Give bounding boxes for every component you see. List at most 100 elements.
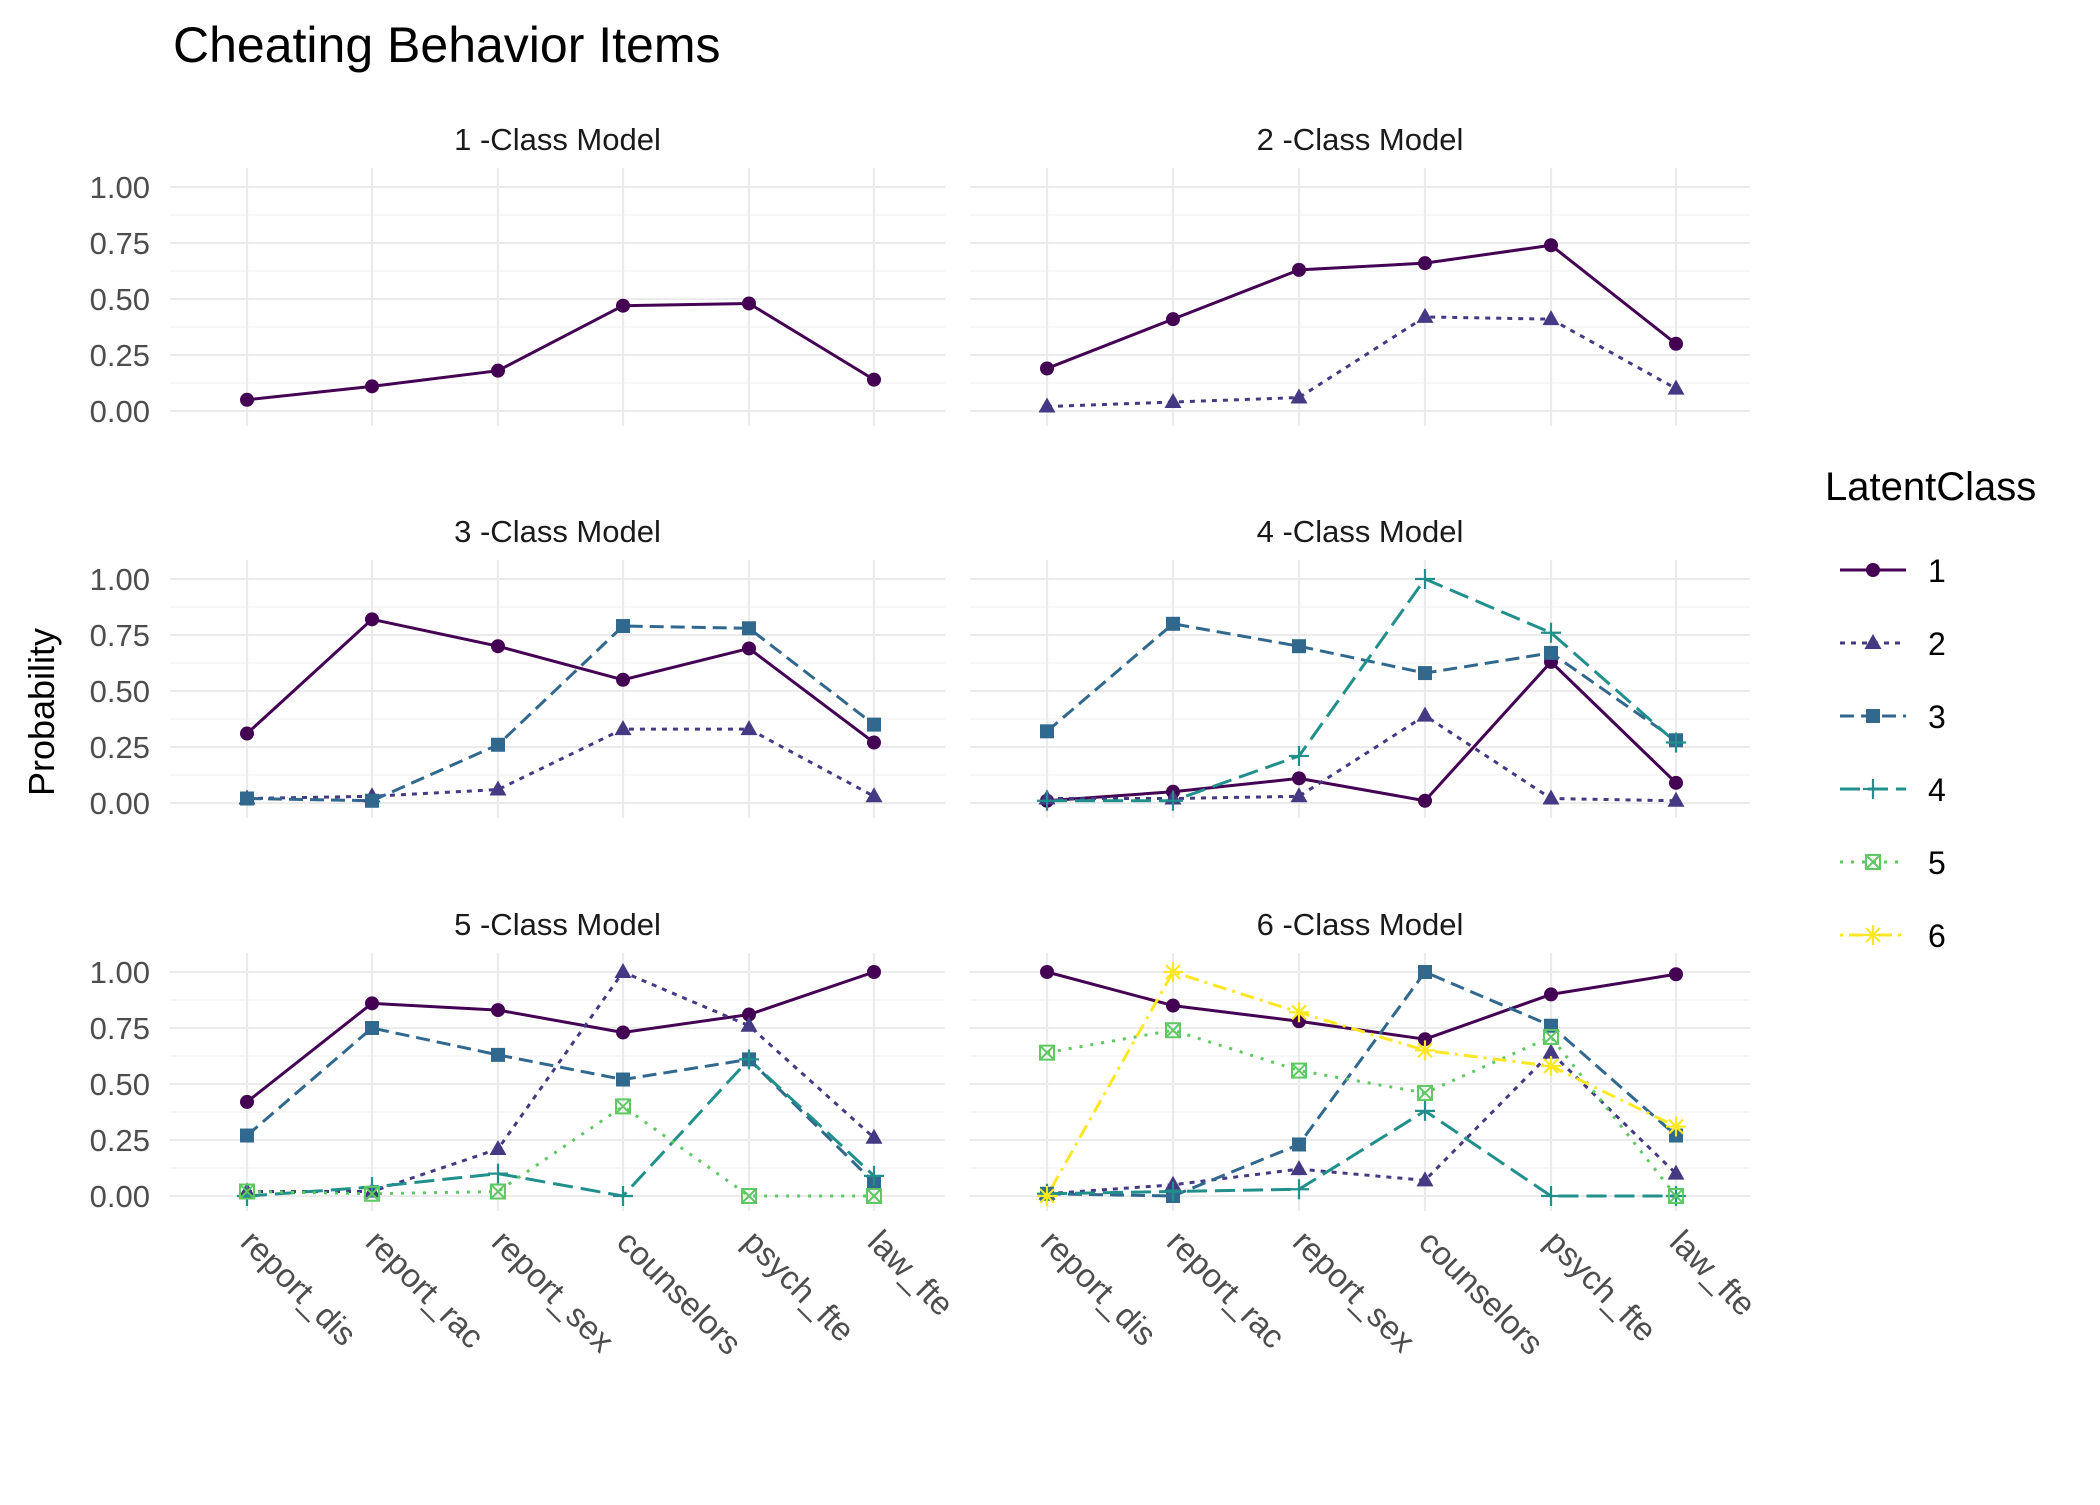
data-point-class-2: [1290, 388, 1308, 404]
series-line-class-2: [1046, 315, 1677, 409]
data-point-class-5: [1039, 1044, 1055, 1061]
data-point-class-2: [1542, 1043, 1560, 1059]
data-point-class-4: [864, 1165, 884, 1186]
data-point-class-4: [1037, 790, 1057, 811]
legend-label: 3: [1928, 699, 1946, 735]
data-point-class-4: [1289, 1179, 1309, 1200]
x-tick-label: counselors: [1412, 1223, 1551, 1362]
data-point-class-5: [239, 1183, 255, 1200]
y-tick-label: 1.00: [90, 955, 150, 990]
data-point-class-1: [1166, 998, 1180, 1013]
facet-panel: 3 -Class Model 0.00 0.25 0.50 0.75 1.00: [90, 514, 945, 821]
series-line-class-1: [246, 301, 875, 402]
series-line-class-3: [246, 1026, 876, 1184]
legend-title: LatentClass: [1825, 465, 2036, 509]
data-point-class-2: [865, 1128, 883, 1144]
facet-title: 1 -Class Model: [454, 122, 661, 157]
data-point-class-1: [491, 639, 505, 654]
data-point-class-2: [489, 780, 507, 796]
y-tick-label: 0.75: [90, 618, 150, 653]
y-tick-label: 0.25: [90, 730, 150, 765]
data-point-class-2: [865, 787, 883, 803]
y-tick-label: 0.50: [90, 282, 150, 317]
data-point-class-2: [1416, 706, 1434, 722]
data-point-class-6: [1415, 1040, 1435, 1061]
data-point-class-1: [365, 379, 379, 394]
legend-key-marker: [1866, 709, 1880, 723]
data-point-class-3: [616, 619, 630, 634]
legend: 1 2 3 4 5 6: [1840, 553, 1946, 954]
data-point-class-3: [1166, 616, 1180, 631]
data-point-class-5: [364, 1185, 380, 1202]
y-tick-label: 0.50: [90, 674, 150, 709]
data-point-class-1: [1669, 775, 1683, 790]
data-point-class-2: [1542, 310, 1560, 326]
x-tick-label: report_sex: [485, 1223, 622, 1360]
x-tick-label: report_rac: [1160, 1223, 1293, 1356]
data-point-class-1: [1040, 965, 1054, 979]
series-line-class-5: [246, 1104, 874, 1198]
series-line-class-3: [1046, 622, 1677, 742]
data-point-class-2: [1290, 787, 1308, 803]
data-point-class-3: [742, 621, 756, 636]
data-point-class-5: [741, 1188, 757, 1204]
y-tick-label: 0.00: [90, 394, 150, 429]
data-point-class-1: [240, 726, 254, 741]
data-point-class-1: [742, 641, 756, 656]
data-point-class-1: [742, 1007, 756, 1022]
y-tick-label: 0.50: [90, 1067, 150, 1102]
data-point-class-1: [1418, 256, 1432, 271]
data-point-class-5: [866, 1188, 882, 1204]
data-point-class-3: [867, 717, 881, 732]
data-point-class-4: [1415, 1100, 1435, 1121]
data-point-class-2: [1667, 791, 1685, 807]
legend-key-marker: [1864, 634, 1882, 649]
y-tick-label: 0.00: [90, 786, 150, 821]
data-point-class-2: [1416, 1171, 1434, 1187]
data-point-class-2: [614, 720, 632, 736]
data-point-class-2: [614, 963, 632, 978]
series-line-class-2: [247, 970, 876, 1194]
legend-item-3: 3: [1840, 699, 1946, 735]
y-tick-label: 0.75: [90, 1011, 150, 1046]
series-line-class-4: [1046, 1109, 1676, 1198]
series-line-class-4: [1047, 577, 1677, 803]
data-point-class-1: [240, 1094, 254, 1109]
legend-item-5: 5: [1840, 845, 1946, 881]
y-tick-label: 0.25: [90, 1123, 150, 1158]
facet-title: 2 -Class Model: [1257, 122, 1464, 157]
legend-item-4: 4: [1840, 772, 1946, 808]
series-line-class-5: [1046, 1028, 1678, 1197]
y-tick-label: 0.75: [90, 226, 150, 261]
data-point-class-1: [616, 672, 630, 687]
series-line-class-2: [1047, 714, 1677, 803]
legend-key-marker: [1865, 854, 1881, 870]
data-point-class-3: [240, 791, 254, 806]
x-tick-label: counselors: [610, 1223, 749, 1362]
data-point-class-1: [1669, 336, 1683, 351]
data-point-class-5: [1543, 1028, 1559, 1045]
data-point-class-3: [1040, 724, 1054, 739]
data-point-class-1: [1669, 967, 1683, 982]
data-point-class-1: [491, 363, 505, 378]
data-point-class-3: [365, 793, 379, 808]
series-line-class-3: [1046, 970, 1677, 1198]
data-point-class-2: [489, 1139, 507, 1155]
data-point-class-4: [488, 1163, 508, 1184]
data-point-class-2: [740, 720, 758, 736]
legend-label: 4: [1928, 772, 1946, 808]
data-point-class-5: [1417, 1084, 1433, 1101]
y-tick-label: 1.00: [90, 170, 150, 205]
facets-layer: 1 -Class Model 0.00 0.25 0.50 0.75 1.00 2 -Cla…: [90, 122, 1763, 1362]
data-point-class-4: [1541, 1186, 1561, 1206]
data-point-class-6: [1666, 1116, 1686, 1137]
data-point-class-2: [1164, 393, 1182, 409]
data-point-class-3: [616, 1072, 630, 1087]
x-tick-label: psych_fte: [736, 1223, 862, 1349]
series-line-class-3: [246, 624, 875, 803]
data-point-class-1: [867, 372, 881, 387]
x-tick-label: report_rac: [359, 1223, 492, 1356]
y-tick-label: 0.25: [90, 338, 150, 373]
